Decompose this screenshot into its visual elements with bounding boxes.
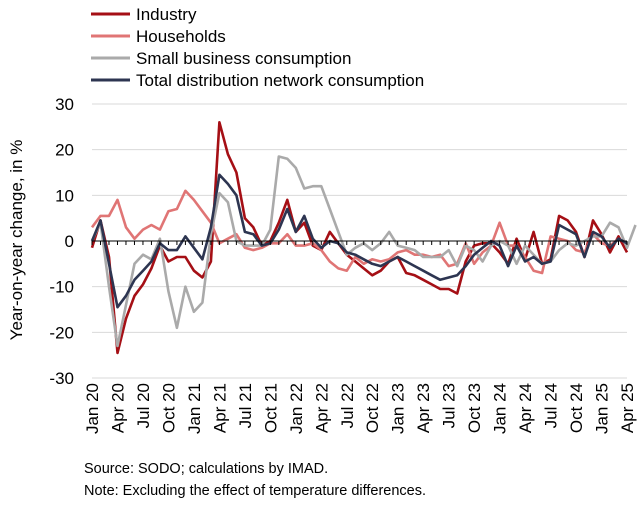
x-tick-label: Jul 21 [236, 383, 255, 428]
series-line-0 [90, 121, 629, 355]
x-tick-label: Oct 24 [567, 383, 586, 433]
y-tick-label: 10 [55, 186, 74, 205]
x-tick-label: Apr 22 [312, 383, 331, 433]
footnote: Note: Excluding the effect of temperatur… [84, 483, 427, 499]
legend-label-households: Households [136, 27, 226, 46]
y-tick-label: -20 [49, 323, 74, 342]
y-tick-label: -10 [49, 278, 74, 297]
y-grid [92, 103, 627, 379]
legend-label-industry: Industry [136, 5, 197, 24]
x-tick-label: Apr 24 [516, 383, 535, 433]
x-tick-label: Apr 23 [414, 383, 433, 433]
y-axis-label: Year-on-year change, in % [7, 140, 26, 341]
series-line-1 [90, 189, 628, 275]
legend-item-households: Households [91, 27, 226, 46]
y-tick-label: 20 [55, 141, 74, 160]
series-line-3 [90, 173, 628, 309]
series-lines [90, 121, 637, 355]
legend-label-total: Total distribution network consumption [136, 71, 424, 90]
source-note: Source: SODO; calculations by IMAD. [84, 461, 329, 477]
x-tick-label: Oct 22 [363, 383, 382, 433]
x-tick-label: Jul 23 [440, 383, 459, 428]
x-tick-label: Jan 25 [593, 383, 612, 434]
y-tick-label: -30 [49, 369, 74, 388]
legend-item-small-business: Small business consumption [91, 49, 351, 68]
y-tick-labels: -30 -20 -10 0 10 20 30 [49, 95, 74, 388]
x-tick-labels: Jan 20 Apr 20 Jul 20 Oct 20 Jan 21 Apr 21 Jul … [83, 383, 637, 434]
y-tick-label: 30 [55, 95, 74, 114]
x-tick-label: Apr 21 [210, 383, 229, 433]
x-ticks [91, 241, 628, 245]
x-tick-label: Jul 22 [338, 383, 357, 428]
y-tick-label: 0 [65, 232, 74, 251]
legend-item-industry: Industry [91, 5, 197, 24]
x-tick-label: Jan 22 [287, 383, 306, 434]
x-tick-label: Apr 20 [108, 383, 127, 433]
x-tick-label: Jan 20 [83, 383, 102, 434]
x-tick-label: Jul 24 [542, 383, 561, 428]
x-tick-label: Apr 25 [618, 383, 637, 433]
x-tick-label: Jan 21 [185, 383, 204, 434]
x-tick-label: Jan 23 [389, 383, 408, 434]
legend: Industry Households Small business consu… [91, 5, 424, 90]
x-tick-label: Oct 21 [261, 383, 280, 433]
x-tick-label: Oct 23 [465, 383, 484, 433]
legend-item-total: Total distribution network consumption [91, 71, 424, 90]
x-tick-label: Jul 20 [134, 383, 153, 428]
x-tick-label: Jan 24 [491, 383, 510, 434]
x-tick-label: Oct 20 [159, 383, 178, 433]
legend-label-small-business: Small business consumption [136, 49, 351, 68]
